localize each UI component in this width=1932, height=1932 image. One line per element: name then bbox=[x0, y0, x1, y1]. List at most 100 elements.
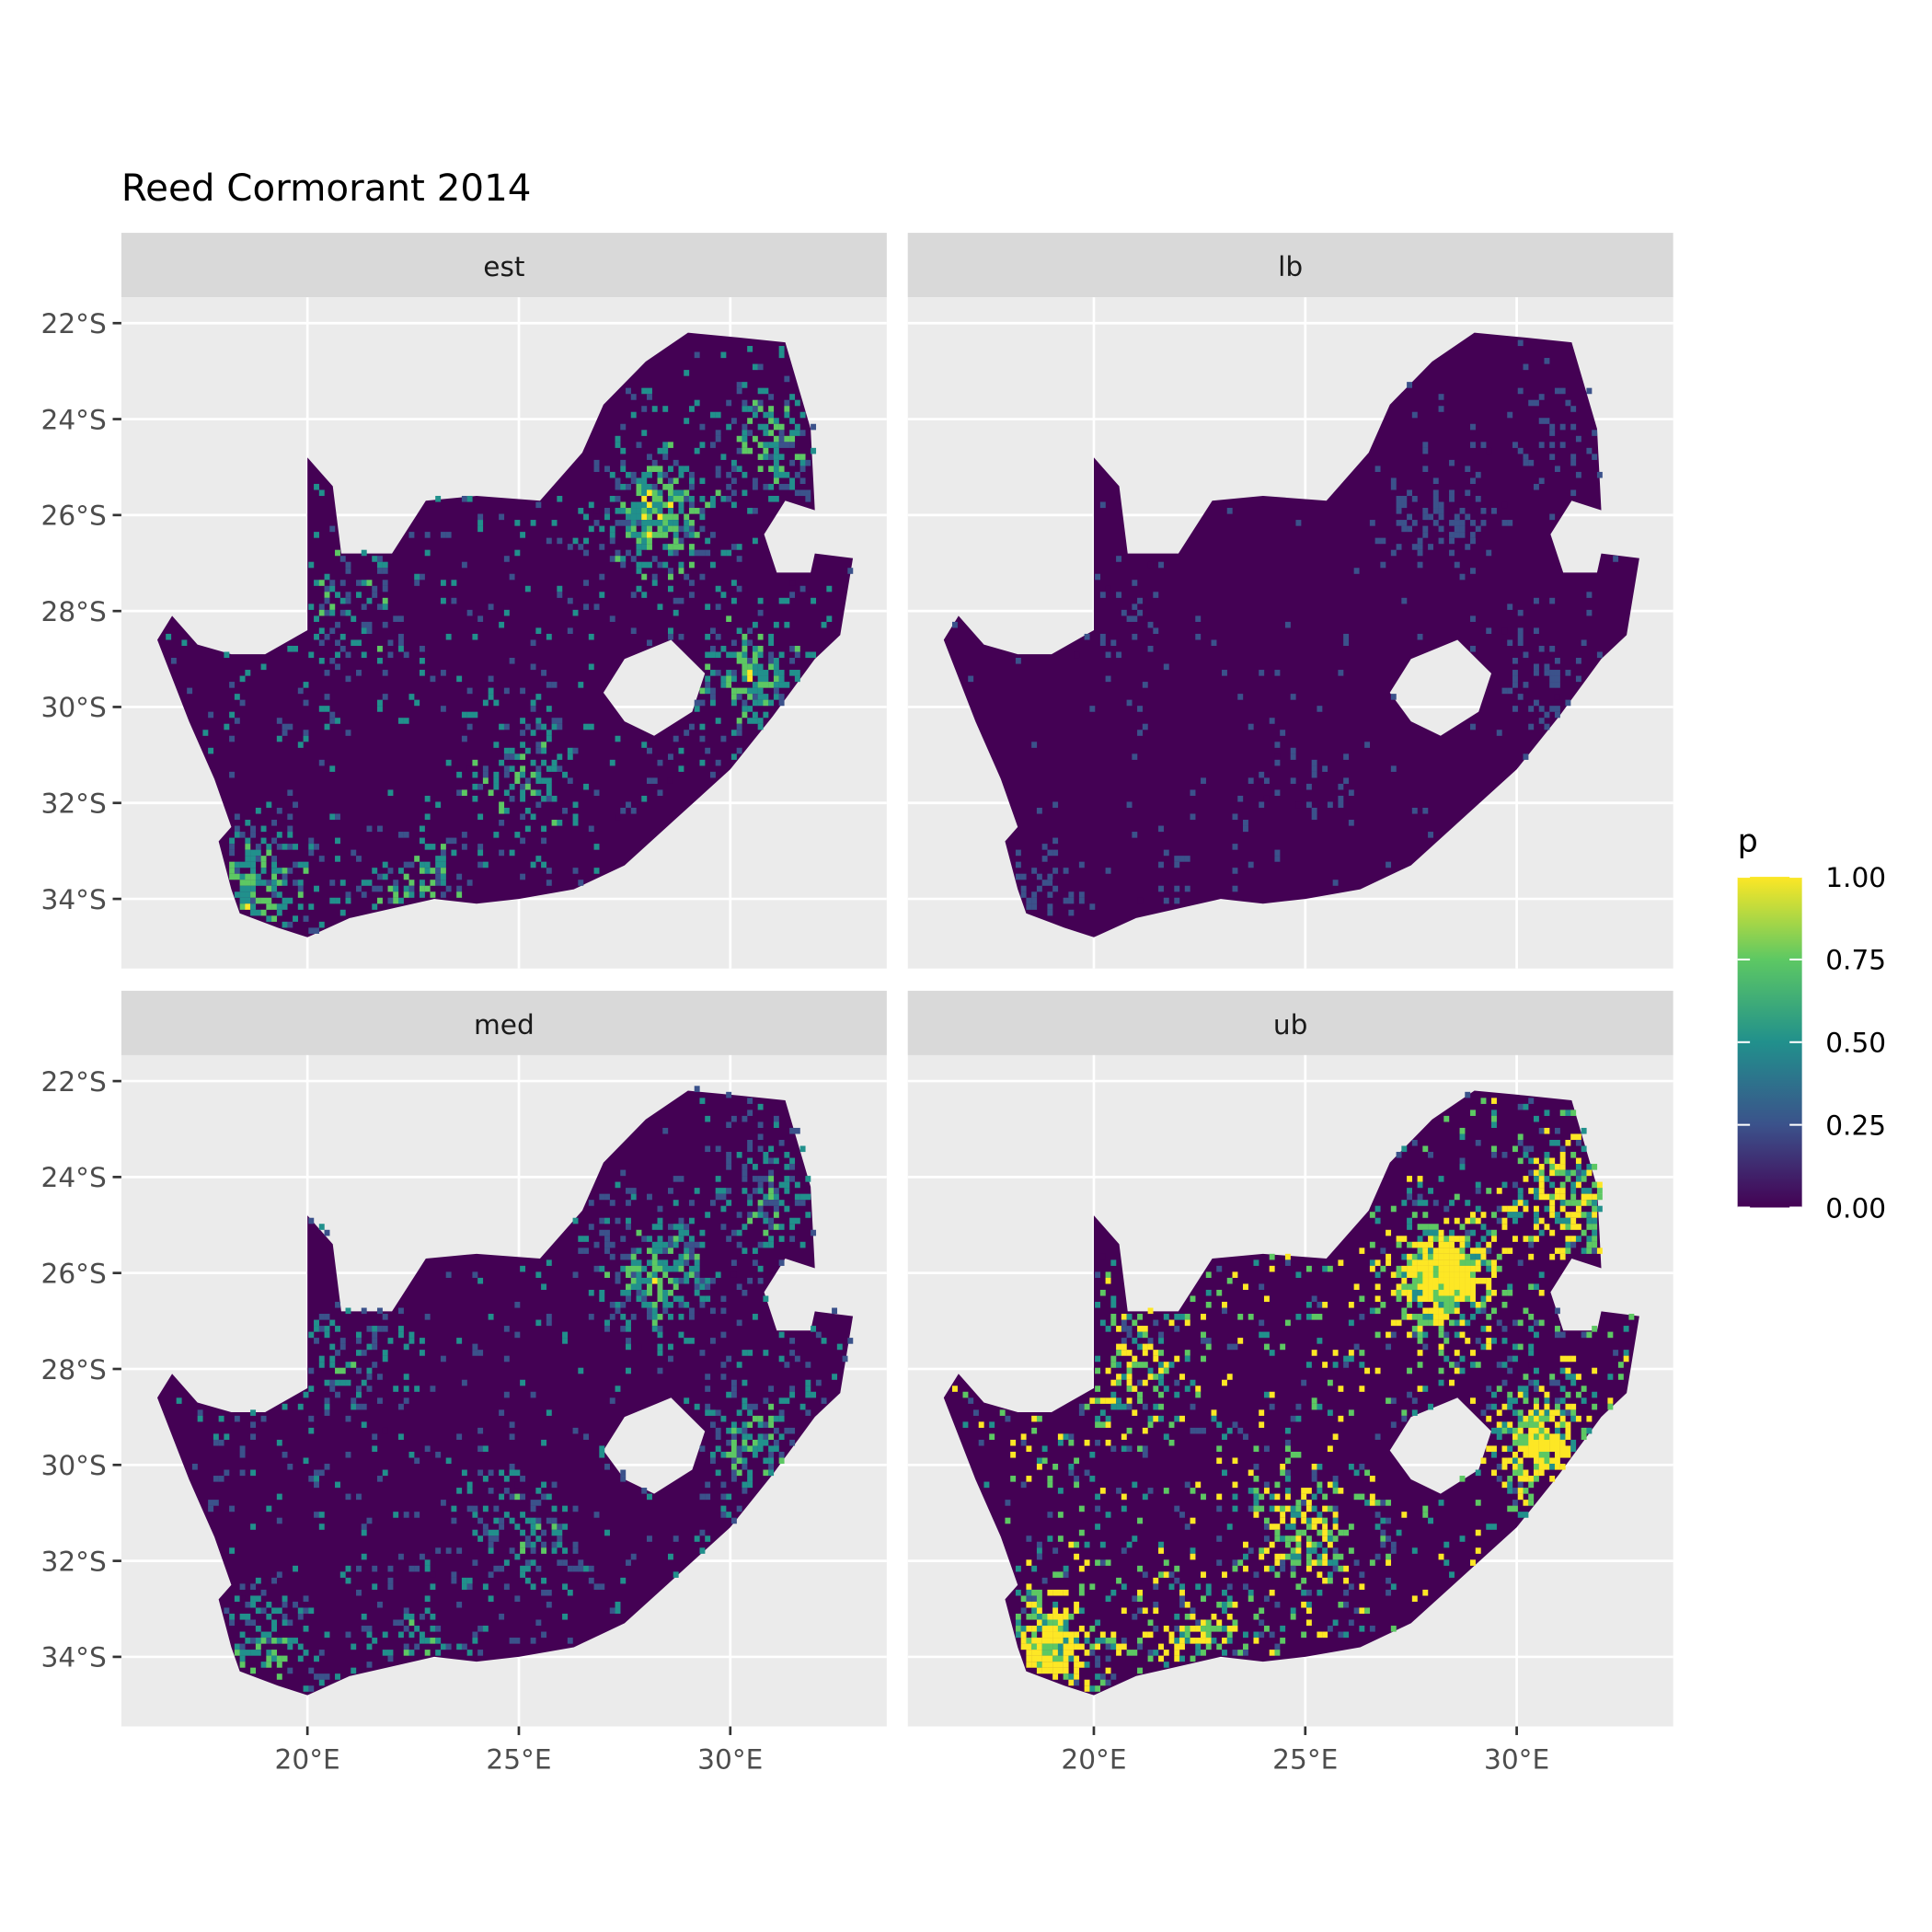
raster-cell bbox=[763, 1397, 769, 1404]
raster-cell bbox=[1374, 1295, 1381, 1303]
raster-cell bbox=[789, 1350, 796, 1356]
raster-cell bbox=[705, 1115, 711, 1122]
raster-cell bbox=[709, 501, 716, 509]
raster-cell bbox=[1184, 856, 1190, 862]
raster-cell bbox=[1422, 1224, 1429, 1230]
raster-cell bbox=[667, 1289, 673, 1296]
raster-cell bbox=[1386, 1253, 1392, 1260]
raster-cell bbox=[1596, 1181, 1603, 1189]
raster-cell bbox=[1401, 1512, 1408, 1518]
raster-cell bbox=[424, 549, 431, 557]
raster-cell bbox=[1078, 1583, 1085, 1590]
raster-cell bbox=[1190, 1607, 1196, 1615]
raster-cell bbox=[376, 658, 383, 664]
raster-cell bbox=[609, 532, 615, 538]
raster-cell bbox=[651, 483, 658, 490]
raster-cell bbox=[962, 1391, 969, 1398]
raster-cell bbox=[339, 1571, 346, 1578]
raster-cell bbox=[609, 537, 615, 545]
raster-cell bbox=[266, 1650, 272, 1656]
raster-cell bbox=[1517, 1259, 1524, 1266]
raster-cell bbox=[488, 1571, 494, 1578]
raster-cell bbox=[366, 621, 373, 628]
raster-cell bbox=[1269, 1505, 1275, 1512]
raster-cell bbox=[1259, 1631, 1265, 1639]
raster-cell bbox=[335, 639, 340, 647]
raster-cell bbox=[1480, 1343, 1487, 1351]
raster-cell bbox=[1475, 1188, 1481, 1194]
raster-cell bbox=[747, 1350, 753, 1356]
raster-cell bbox=[1348, 1355, 1354, 1363]
raster-cell bbox=[1205, 1643, 1212, 1650]
raster-cell bbox=[768, 466, 775, 472]
raster-cell bbox=[440, 706, 446, 712]
raster-cell bbox=[1422, 1343, 1429, 1351]
raster-cell bbox=[705, 651, 711, 659]
raster-cell bbox=[1549, 1164, 1556, 1170]
raster-cell bbox=[1036, 1613, 1042, 1620]
raster-cell bbox=[356, 1391, 362, 1398]
raster-cell bbox=[773, 621, 779, 628]
raster-cell bbox=[730, 418, 737, 424]
raster-cell bbox=[684, 1259, 690, 1266]
raster-cell bbox=[1470, 537, 1476, 545]
raster-cell bbox=[657, 1331, 663, 1339]
raster-cell bbox=[688, 1248, 695, 1254]
raster-cells bbox=[176, 1086, 854, 1692]
raster-cell bbox=[662, 1271, 669, 1278]
raster-cell bbox=[414, 1512, 420, 1518]
raster-cell bbox=[546, 783, 552, 790]
raster-cell bbox=[1205, 1638, 1212, 1644]
raster-cell bbox=[482, 777, 489, 784]
raster-cell bbox=[461, 735, 467, 742]
raster-cell bbox=[250, 885, 257, 892]
raster-cell bbox=[747, 1469, 753, 1477]
raster-cell bbox=[1205, 1289, 1212, 1296]
raster-cell bbox=[1057, 1613, 1064, 1620]
raster-cell bbox=[1068, 1650, 1075, 1656]
raster-cell bbox=[1417, 1326, 1423, 1332]
raster-cell bbox=[466, 1577, 473, 1584]
raster-cell bbox=[636, 1343, 642, 1351]
raster-cell bbox=[757, 670, 764, 676]
raster-cell bbox=[339, 645, 346, 652]
raster-cell bbox=[662, 406, 669, 412]
raster-cell bbox=[651, 459, 658, 466]
raster-cell bbox=[488, 604, 494, 610]
raster-cell bbox=[1163, 1571, 1169, 1578]
raster-cell bbox=[477, 783, 484, 790]
raster-cell bbox=[1501, 1205, 1508, 1213]
raster-cell bbox=[387, 1650, 394, 1656]
raster-cell bbox=[747, 447, 753, 454]
raster-cell bbox=[297, 903, 304, 910]
raster-cell bbox=[572, 609, 579, 616]
raster-cell bbox=[667, 1301, 673, 1308]
raster-cell bbox=[673, 1176, 679, 1182]
raster-cell bbox=[339, 1338, 346, 1344]
raster-cell bbox=[978, 1439, 984, 1446]
raster-cell bbox=[366, 580, 373, 586]
raster-cell bbox=[705, 663, 711, 671]
raster-cell bbox=[1132, 580, 1138, 586]
raster-cell bbox=[1110, 1355, 1117, 1363]
raster-cell bbox=[424, 1314, 431, 1320]
raster-cell bbox=[524, 1559, 531, 1566]
raster-cell bbox=[1290, 1512, 1296, 1518]
raster-cell bbox=[1190, 1655, 1196, 1662]
raster-cell bbox=[1390, 483, 1397, 490]
raster-cell bbox=[773, 670, 779, 676]
raster-cell bbox=[1068, 1541, 1075, 1548]
raster-cell bbox=[752, 682, 758, 688]
raster-cell bbox=[1533, 1476, 1539, 1482]
raster-cell bbox=[1137, 1391, 1144, 1398]
raster-cell bbox=[1592, 430, 1598, 436]
raster-cell bbox=[493, 1535, 500, 1542]
raster-cell bbox=[1222, 1469, 1227, 1477]
raster-cell bbox=[1592, 1248, 1598, 1254]
raster-cell bbox=[440, 868, 446, 874]
raster-cell bbox=[1078, 1607, 1085, 1615]
raster-cell bbox=[276, 1673, 282, 1680]
raster-cell bbox=[615, 813, 621, 821]
raster-cell bbox=[1475, 1301, 1481, 1308]
raster-cell bbox=[989, 1421, 995, 1428]
